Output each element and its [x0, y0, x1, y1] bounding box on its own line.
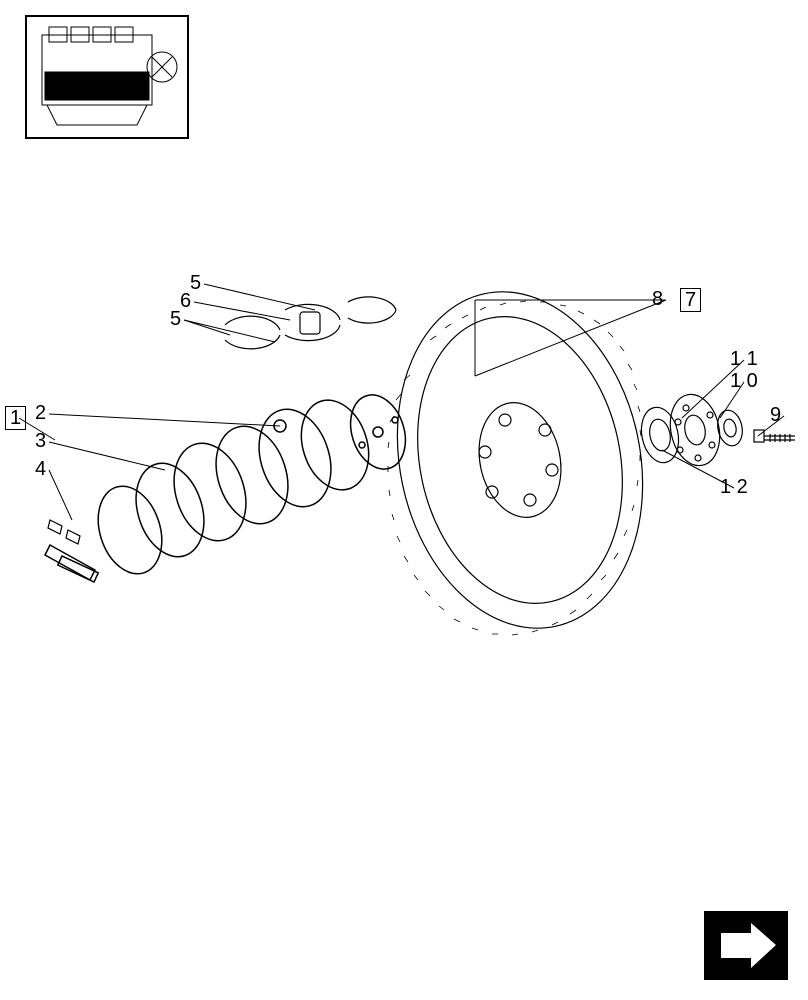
callout-label-text: 8 — [652, 288, 663, 310]
callout-label-text: 7 — [680, 288, 701, 312]
callout-c2: 2 — [35, 402, 46, 425]
callout-c8: 8 — [652, 288, 663, 311]
callout-c9: 9 — [770, 404, 781, 427]
exploded-view-svg — [0, 0, 808, 1000]
callout-label-text: 4 — [35, 458, 46, 480]
diagram-container: 12345567891 01 11 2 — [0, 0, 808, 1000]
callout-label-text: 2 — [35, 402, 46, 424]
callout-c4: 4 — [35, 458, 46, 481]
engine-reference-icon — [25, 15, 189, 139]
callout-c11: 1 1 — [730, 348, 758, 371]
callout-c5a: 5 — [190, 272, 201, 295]
next-page-icon[interactable] — [704, 911, 788, 980]
callout-label-text: 1 2 — [720, 476, 748, 498]
callout-label-text: 6 — [180, 290, 191, 312]
callout-label-text: 9 — [770, 404, 781, 426]
callout-label-text: 1 0 — [730, 370, 758, 392]
callout-label-text: 5 — [190, 272, 201, 294]
callout-c7: 7 — [680, 288, 701, 312]
callout-c10: 1 0 — [730, 370, 758, 393]
callout-c12: 1 2 — [720, 476, 748, 499]
callout-c1: 1 — [5, 406, 26, 430]
callout-label-text: 1 — [5, 406, 26, 430]
callout-c3: 3 — [35, 430, 46, 453]
callout-label-text: 1 1 — [730, 348, 758, 370]
callout-c6: 6 — [180, 290, 191, 313]
callout-label-text: 3 — [35, 430, 46, 452]
